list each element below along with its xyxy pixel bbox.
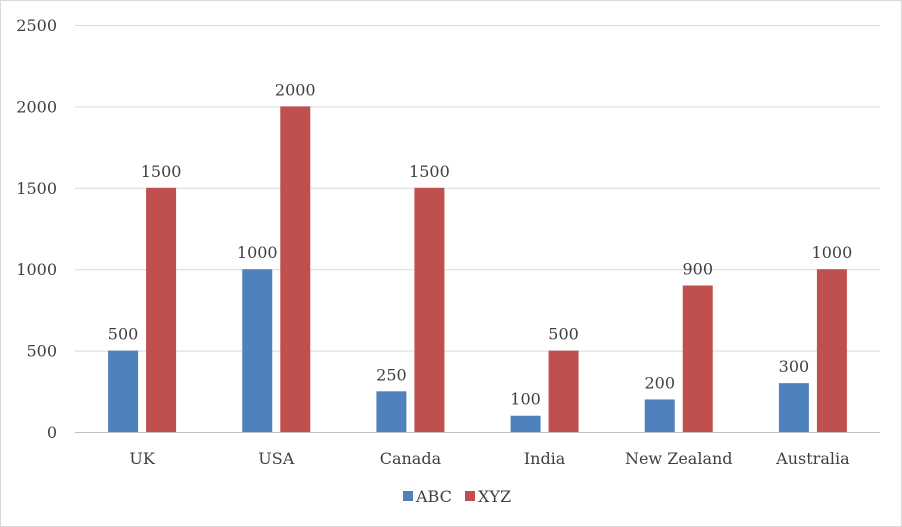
data-label: 500 — [548, 325, 579, 344]
y-tick-label: 2000 — [16, 97, 57, 116]
data-label: 1000 — [812, 243, 853, 262]
y-axis-tick-labels: 0 500 1000 1500 2000 2500 — [16, 16, 57, 442]
bar-xyz — [146, 187, 177, 432]
data-label: 1500 — [409, 162, 450, 181]
bar-xyz — [682, 285, 713, 432]
legend: ABC XYZ — [403, 487, 511, 506]
data-labels: 500 1500 1000 2000 250 1500 100 500 200 900 300 100… — [108, 80, 852, 408]
bar-abc — [510, 415, 541, 432]
data-label: 100 — [510, 390, 541, 409]
x-tick-label: USA — [258, 449, 294, 468]
bar-xyz — [816, 269, 847, 432]
bar-abc — [376, 391, 407, 432]
bar-xyz — [548, 350, 579, 432]
bar-abc — [242, 269, 273, 432]
legend-swatch — [403, 491, 413, 501]
y-tick-label: 1500 — [16, 179, 57, 198]
legend-swatch — [465, 491, 475, 501]
bar-xyz — [414, 187, 445, 432]
y-tick-label: 1000 — [16, 260, 57, 279]
x-axis-tick-labels: UK USA Canada India New Zealand Australia — [129, 449, 850, 468]
y-tick-label: 500 — [26, 342, 57, 361]
x-tick-label: Canada — [380, 449, 442, 468]
legend-label: XYZ — [478, 487, 511, 506]
bar-abc — [108, 350, 139, 432]
data-label: 900 — [682, 259, 713, 278]
x-tick-label: New Zealand — [625, 449, 733, 468]
legend-item-xyz: XYZ — [465, 487, 511, 506]
data-label: 1500 — [141, 162, 182, 181]
bar-abc — [778, 383, 809, 432]
data-label: 300 — [779, 357, 810, 376]
data-label: 500 — [108, 325, 139, 344]
bars — [108, 106, 847, 433]
legend-item-abc: ABC — [403, 487, 452, 506]
x-tick-label: Australia — [775, 449, 850, 468]
bar-abc — [644, 399, 675, 432]
data-label: 1000 — [237, 243, 278, 262]
data-label: 2000 — [275, 80, 316, 99]
y-tick-label: 2500 — [16, 16, 57, 35]
gridlines — [75, 25, 880, 433]
legend-label: ABC — [415, 487, 452, 506]
x-tick-label: India — [524, 449, 566, 468]
bar-xyz — [280, 106, 311, 433]
data-label: 200 — [644, 373, 675, 392]
y-tick-label: 0 — [47, 423, 57, 442]
x-tick-label: UK — [129, 449, 155, 468]
data-label: 250 — [376, 365, 407, 384]
